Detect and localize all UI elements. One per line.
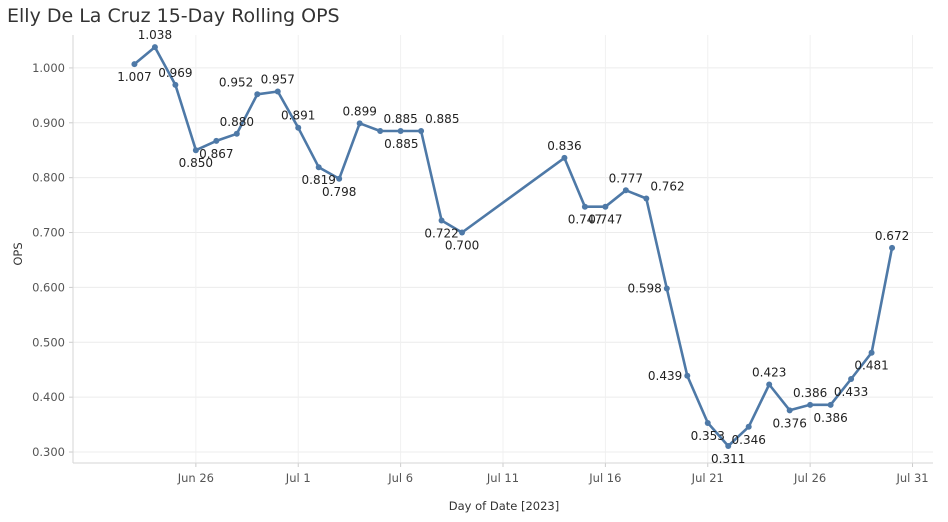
y-tick-label: 0.700 (32, 226, 65, 240)
data-label: 0.885 (384, 137, 418, 151)
data-label: 0.885 (383, 112, 417, 126)
data-label: 1.007 (117, 70, 151, 84)
data-point (827, 401, 834, 408)
x-tick-label: Jul 1 (285, 471, 311, 485)
chart-title: Elly De La Cruz 15-Day Rolling OPS (7, 5, 340, 27)
data-point (848, 376, 855, 383)
data-label: 0.969 (158, 66, 192, 80)
y-tick-label: 0.500 (32, 335, 65, 349)
axes: 1.000 0.900 0.800 0.700 0.600 0.500 0.400 0.300… (32, 35, 933, 485)
x-tick-label: Jul 16 (588, 471, 621, 485)
data-point (397, 128, 404, 135)
x-tick-label: Jul 6 (387, 471, 413, 485)
data-label: 0.885 (425, 112, 459, 126)
x-tick-label: Jun 26 (177, 471, 214, 485)
series-line (133, 45, 894, 448)
data-point (622, 187, 629, 194)
data-point (602, 203, 609, 210)
data-point (581, 203, 588, 210)
y-axis-title: OPS (11, 242, 25, 265)
x-tick-label: Jul 26 (793, 471, 826, 485)
data-label: 0.798 (322, 185, 356, 199)
x-tick-label: Jul 21 (691, 471, 724, 485)
data-point (745, 423, 752, 430)
data-point (889, 244, 896, 251)
data-point (684, 372, 691, 379)
data-point (561, 154, 568, 161)
data-point (172, 81, 179, 88)
data-label: 0.433 (834, 385, 868, 399)
y-tick-label: 0.400 (32, 390, 65, 404)
data-label: 0.747 (568, 213, 602, 227)
data-point (786, 407, 793, 414)
data-point (766, 381, 773, 388)
data-label: 0.747 (588, 213, 622, 227)
data-label: 0.722 (424, 226, 458, 240)
data-label: 0.762 (650, 180, 684, 194)
data-point (254, 91, 261, 98)
data-points (131, 44, 896, 449)
y-tick-label: 0.900 (32, 116, 65, 130)
data-label: 0.880 (220, 115, 254, 129)
data-label: 0.899 (342, 104, 376, 118)
data-label: 0.891 (281, 109, 315, 123)
data-point (725, 442, 732, 449)
data-point (315, 164, 322, 171)
data-label: 0.957 (261, 73, 295, 87)
data-label: 0.311 (711, 452, 745, 466)
data-label: 0.439 (648, 369, 682, 383)
data-point (213, 137, 220, 144)
data-label: 0.598 (627, 282, 661, 296)
data-point (131, 61, 138, 68)
data-point (459, 229, 466, 236)
data-point (663, 285, 670, 292)
y-tick-label: 0.300 (32, 445, 65, 459)
data-label: 0.386 (793, 386, 827, 400)
y-tick-label: 0.600 (32, 280, 65, 294)
data-point (868, 349, 875, 356)
data-point (336, 175, 343, 182)
data-label: 0.850 (179, 156, 213, 170)
x-axis-title: Day of Date [2023] (449, 499, 560, 513)
data-label: 0.376 (772, 416, 806, 430)
data-label: 0.386 (813, 411, 847, 425)
x-tick-label: Jul 31 (895, 471, 928, 485)
data-point (295, 124, 302, 131)
y-tick-label: 0.800 (32, 171, 65, 185)
data-label: 0.777 (609, 171, 643, 185)
data-label: 0.353 (691, 429, 725, 443)
x-tick-label: Jul 11 (486, 471, 519, 485)
data-label: 0.700 (445, 239, 479, 253)
data-point (192, 147, 199, 154)
gridlines (73, 35, 933, 463)
data-label: 0.952 (219, 75, 253, 89)
data-label: 0.836 (547, 139, 581, 153)
data-label: 0.481 (854, 359, 888, 373)
data-point (151, 44, 158, 51)
data-label: 0.346 (732, 433, 766, 447)
data-label: 0.423 (752, 366, 786, 380)
data-point (377, 128, 384, 135)
data-point (438, 217, 445, 224)
data-point (807, 401, 814, 408)
data-point (643, 195, 650, 202)
data-point (356, 120, 363, 127)
data-point (418, 128, 425, 135)
data-label: 0.867 (199, 147, 233, 161)
data-label: 0.819 (302, 173, 336, 187)
data-label: 1.038 (138, 28, 172, 42)
data-point (233, 130, 240, 137)
series-line-layer (133, 45, 894, 448)
y-tick-label: 1.000 (32, 61, 65, 75)
data-label: 0.672 (875, 229, 909, 243)
data-point (704, 419, 711, 426)
data-point (274, 88, 281, 95)
